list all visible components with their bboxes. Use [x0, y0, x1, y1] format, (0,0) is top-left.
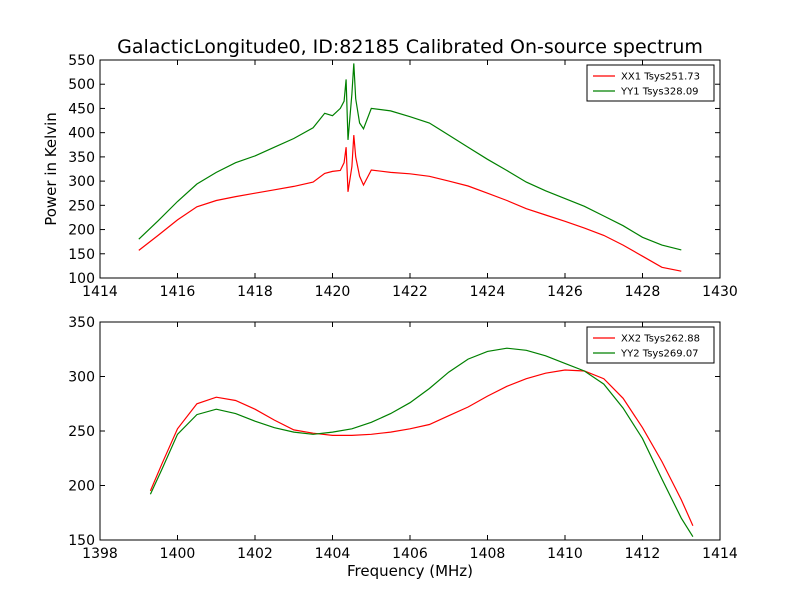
y-tick-label-1-3: 300	[68, 370, 95, 386]
x-tick-label-1-2: 1402	[237, 546, 273, 562]
y-tick-label-0-5: 350	[68, 150, 95, 166]
x-tick-label-0-3: 1420	[315, 284, 351, 300]
x-tick-label-1-0: 1398	[82, 546, 118, 562]
x-tick-label-0-7: 1428	[625, 284, 661, 300]
legend-entry-1-1: YY2 Tsys269.07	[620, 349, 699, 360]
top-spectrum-panel: 1414 1416 1418 1420 1422 1424 1426 1428 1430 100 1…	[42, 53, 738, 300]
series-line-0-1	[138, 63, 682, 251]
x-tick-label-0-1: 1416	[160, 284, 196, 300]
y-tick-label-0-0: 100	[68, 271, 95, 287]
legend-0: XX1 Tsys251.73 YY1 Tsys328.09	[586, 64, 715, 102]
legend-box-0	[586, 64, 715, 102]
y-tick-label-1-0: 150	[68, 533, 95, 549]
y-tick-label-0-2: 200	[68, 223, 95, 239]
series-line-0-0	[138, 135, 682, 272]
y-tick-label-1-4: 350	[68, 315, 95, 331]
y-tick-label-0-1: 150	[68, 247, 95, 263]
y-tick-label-0-7: 450	[68, 101, 95, 117]
figure-title: GalacticLongitude0, ID:82185 Calibrated …	[117, 36, 703, 58]
x-tick-label-1-5: 1408	[470, 546, 506, 562]
legend-entry-1-0: XX2 Tsys262.88	[621, 334, 700, 345]
y-axis-label-0: Power in Kelvin	[42, 112, 60, 226]
series-line-1-1	[149, 347, 694, 538]
x-tick-label-1-8: 1414	[702, 546, 738, 562]
y-tick-label-0-6: 400	[68, 126, 95, 142]
y-tick-label-0-3: 250	[68, 198, 95, 214]
bottom-spectrum-panel: 1398 1400 1402 1404 1406 1408 1410 1412 1414 150 2…	[68, 315, 738, 580]
x-tick-label-0-6: 1426	[547, 284, 583, 300]
x-tick-label-1-4: 1406	[392, 546, 428, 562]
x-tick-label-0-4: 1422	[392, 284, 428, 300]
x-tick-label-1-1: 1400	[160, 546, 196, 562]
x-tick-label-0-8: 1430	[702, 284, 738, 300]
legend-box-1	[586, 326, 715, 364]
y-tick-label-1-2: 250	[68, 424, 95, 440]
x-tick-label-1-7: 1412	[625, 546, 661, 562]
y-tick-label-1-1: 200	[68, 479, 95, 495]
x-tick-label-0-0: 1414	[82, 284, 118, 300]
legend-1: XX2 Tsys262.88 YY2 Tsys269.07	[586, 326, 715, 364]
x-tick-label-0-2: 1418	[237, 284, 273, 300]
y-tick-label-0-8: 500	[68, 77, 95, 93]
x-tick-label-1-6: 1410	[547, 546, 583, 562]
x-tick-label-1-3: 1404	[315, 546, 351, 562]
legend-entry-0-1: YY1 Tsys328.09	[620, 87, 699, 98]
y-tick-label-0-9: 550	[68, 53, 95, 69]
x-axis-label-1: Frequency (MHz)	[347, 562, 473, 580]
legend-entry-0-0: XX1 Tsys251.73	[621, 72, 700, 83]
y-tick-label-0-4: 300	[68, 174, 95, 190]
x-tick-label-0-5: 1424	[470, 284, 506, 300]
series-line-1-0	[149, 369, 694, 527]
